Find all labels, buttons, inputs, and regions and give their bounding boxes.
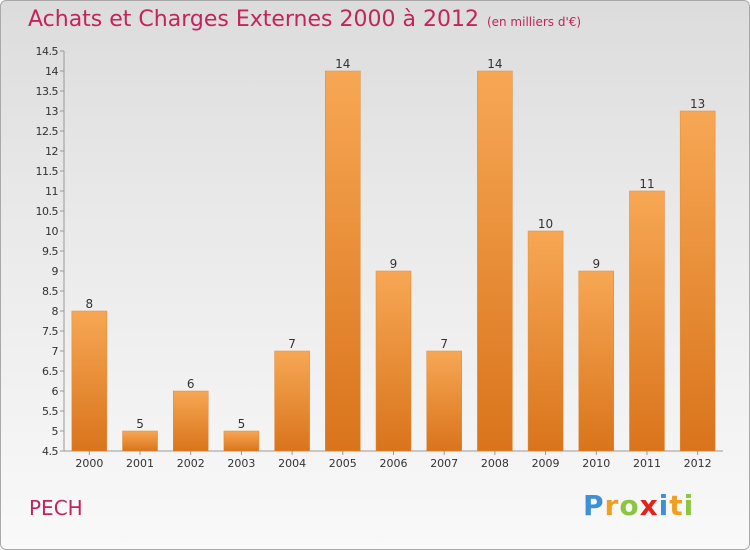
bar	[223, 430, 260, 452]
y-tick-label: 10	[45, 225, 58, 238]
x-tick-label: 2012	[684, 457, 712, 470]
y-tick-label: 14	[45, 65, 58, 78]
chart-title-text: Achats et Charges Externes 2000 à 2012	[28, 7, 479, 32]
x-tick-label: 2006	[380, 457, 408, 470]
bar-value-label: 5	[238, 417, 246, 431]
y-tick-label: 11	[45, 185, 58, 198]
y-tick-label: 10.5	[36, 205, 59, 218]
y-tick-label: 9	[52, 265, 59, 278]
chart-title: Achats et Charges Externes 2000 à 2012 (e…	[28, 7, 581, 32]
bar	[527, 230, 564, 452]
x-tick-label: 2001	[126, 457, 154, 470]
y-tick-label: 8.5	[42, 285, 58, 298]
bar	[578, 270, 615, 452]
x-tick-label: 2011	[633, 457, 661, 470]
logo-letter: r	[604, 489, 620, 522]
x-tick-label: 2008	[481, 457, 509, 470]
bar	[426, 350, 462, 452]
x-tick-label: 2003	[227, 457, 255, 470]
y-tick-label: 13.5	[36, 85, 59, 98]
logo-letter: i	[683, 489, 695, 522]
y-tick-label: 12.5	[36, 125, 59, 138]
bar-value-label: 5	[136, 417, 144, 431]
x-tick-label: 2007	[430, 457, 458, 470]
bar	[375, 270, 412, 452]
chart-unit-text: (en milliers d'€)	[486, 15, 582, 29]
bar	[172, 390, 209, 452]
bar-value-label: 14	[487, 57, 502, 71]
y-tick-label: 7	[52, 345, 59, 358]
y-tick-label: 11.5	[36, 165, 59, 178]
y-tick-label: 12	[45, 145, 58, 158]
y-tick-label: 4.5	[42, 445, 58, 458]
proxiti-logo: Proxiti	[583, 489, 694, 522]
bar-value-label: 8	[86, 297, 94, 311]
bar-value-label: 9	[592, 257, 600, 271]
x-tick-label: 2004	[278, 457, 306, 470]
y-tick-label: 8	[52, 305, 59, 318]
y-tick-label: 6.5	[42, 365, 58, 378]
x-tick-label: 2009	[532, 457, 560, 470]
x-tick-label: 2010	[582, 457, 610, 470]
city-name: PECH	[29, 496, 83, 520]
bar-value-label: 14	[335, 57, 350, 71]
bar	[274, 350, 310, 452]
x-tick-label: 2000	[75, 457, 103, 470]
bar-value-label: 7	[288, 337, 296, 351]
bar-value-label: 7	[440, 337, 448, 351]
bar-value-label: 13	[690, 97, 705, 111]
logo-letter: o	[619, 489, 640, 522]
y-tick-label: 14.5	[36, 45, 59, 58]
bar	[629, 190, 665, 452]
bar	[679, 110, 716, 452]
x-tick-label: 2002	[177, 457, 205, 470]
logo-letter: x	[639, 489, 659, 522]
y-tick-label: 5	[52, 425, 59, 438]
logo-letter: i	[658, 489, 670, 522]
bar	[477, 70, 513, 452]
bar-value-label: 11	[639, 177, 654, 191]
bar-value-label: 6	[187, 377, 195, 391]
bar	[122, 430, 158, 452]
logo-letter: P	[583, 489, 605, 522]
y-tick-label: 9.5	[42, 245, 58, 258]
bar-value-label: 10	[538, 217, 553, 231]
y-tick-label: 5.5	[42, 405, 58, 418]
y-tick-label: 6	[52, 385, 59, 398]
bar	[325, 70, 361, 452]
x-tick-label: 2005	[329, 457, 357, 470]
y-tick-label: 13	[45, 105, 58, 118]
bar	[71, 310, 108, 452]
bar-value-label: 9	[390, 257, 398, 271]
logo-letter: t	[669, 489, 684, 522]
y-tick-label: 7.5	[42, 325, 58, 338]
